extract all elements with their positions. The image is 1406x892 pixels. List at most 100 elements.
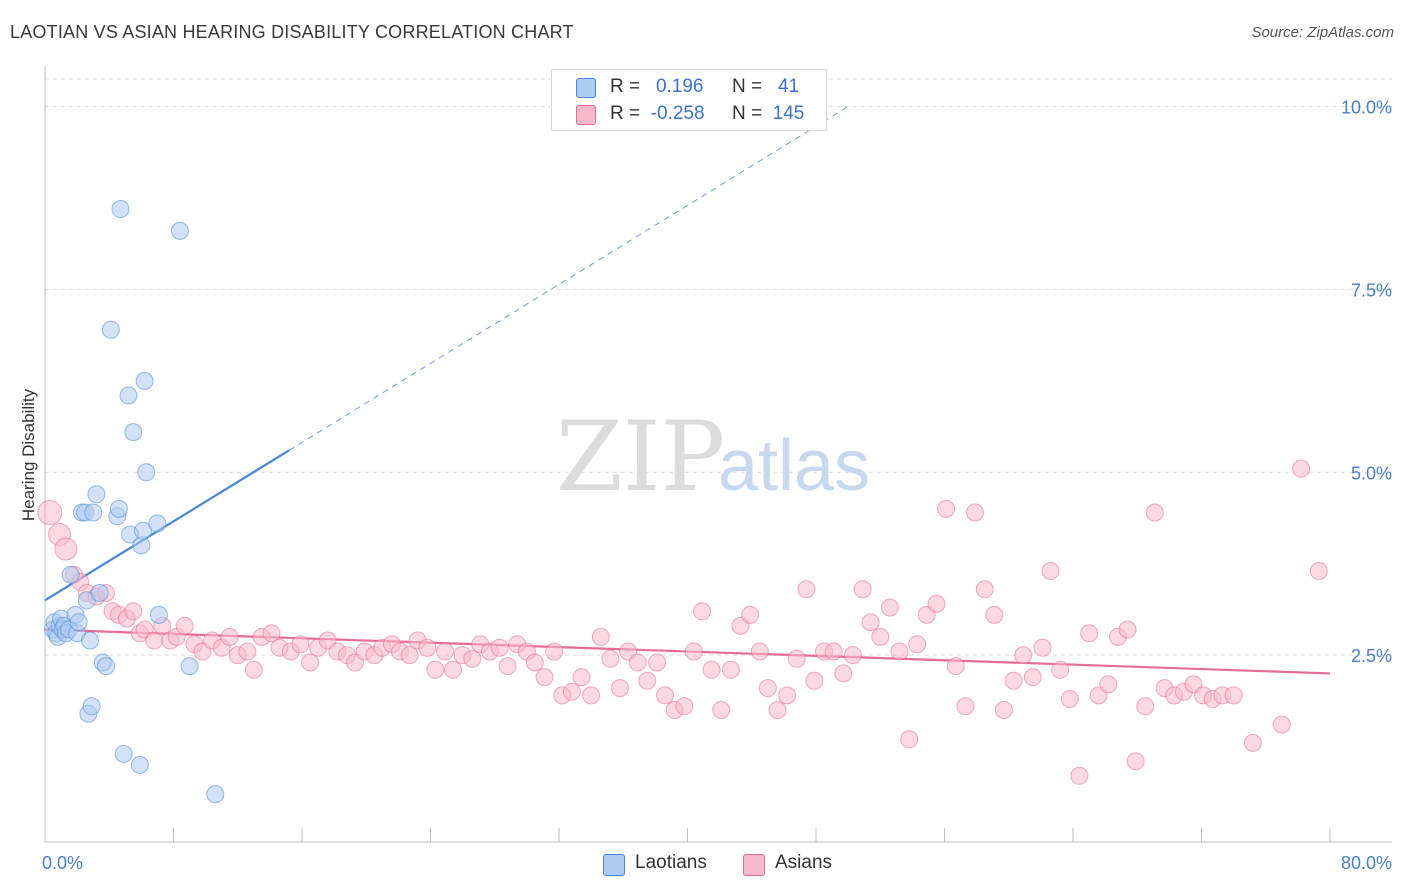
point-asians — [712, 701, 731, 719]
point-asians — [890, 642, 909, 661]
point-asians — [418, 638, 437, 657]
point-asians — [545, 642, 564, 661]
point-asians — [1145, 503, 1164, 522]
point-asians — [693, 602, 711, 621]
legend-row-asians: R = -0.258 N = 145 — [552, 101, 826, 127]
trend-extension-laotians — [288, 106, 849, 451]
point-laotians — [109, 499, 128, 518]
legend-r-value: -0.258 — [650, 103, 705, 124]
bottom-legend-laotians: Laotians — [603, 852, 743, 876]
point-laotians — [81, 631, 99, 650]
point-asians — [656, 686, 674, 705]
point-laotians — [87, 485, 106, 504]
bottom-legend-label-asians: Asians — [775, 852, 833, 873]
chart-title: LAOTIAN VS ASIAN HEARING DISABILITY CORR… — [10, 22, 574, 42]
point-asians — [975, 580, 994, 599]
point-asians — [175, 616, 194, 635]
legend-r-label: R = — [610, 76, 641, 97]
point-asians — [721, 660, 740, 679]
legend-n-laotians: N = 41 — [732, 76, 799, 98]
legend-r-label: R = — [610, 103, 641, 124]
point-asians — [591, 627, 610, 646]
point-asians — [244, 660, 263, 679]
point-asians — [611, 679, 629, 698]
point-laotians — [130, 755, 149, 774]
trend-lines — [44, 106, 1331, 675]
point-asians — [463, 649, 482, 668]
point-asians — [1004, 671, 1023, 690]
point-laotians — [82, 697, 101, 716]
watermark-atlas: atlas — [718, 426, 870, 506]
point-asians — [124, 602, 143, 621]
point-asians — [824, 642, 843, 661]
point-asians — [498, 657, 517, 676]
legend-r-laotians: R = 0.196 — [610, 76, 704, 98]
y-tick-label: 10.0% — [1341, 98, 1392, 118]
point-asians — [675, 697, 694, 716]
point-asians — [750, 642, 769, 661]
bottom-legend-label-laotians: Laotians — [635, 852, 707, 873]
point-laotians — [124, 423, 143, 442]
point-asians — [525, 653, 544, 672]
point-asians — [1136, 697, 1155, 716]
point-asians — [871, 627, 890, 646]
point-asians — [946, 657, 965, 676]
point-asians — [400, 646, 419, 665]
point-asians — [1033, 638, 1052, 657]
point-laotians — [180, 657, 199, 676]
point-asians — [834, 664, 853, 683]
point-laotians — [134, 521, 152, 540]
point-asians — [220, 627, 239, 646]
legend-n-value: 145 — [772, 103, 805, 124]
point-asians — [1099, 675, 1118, 694]
point-asians — [1060, 690, 1079, 708]
legend-n-label: N = — [732, 103, 763, 124]
point-asians — [880, 598, 899, 617]
point-laotians — [90, 584, 109, 602]
point-laotians — [135, 371, 154, 390]
point-laotians — [119, 386, 138, 405]
point-asians — [1309, 562, 1328, 580]
point-asians — [1224, 686, 1243, 705]
source-label: Source: ZipAtlas.com — [1251, 24, 1394, 41]
point-asians — [301, 653, 319, 672]
point-asians — [778, 686, 797, 705]
point-laotians — [84, 503, 103, 522]
point-asians — [648, 653, 666, 672]
bottom-legend-swatch-asians — [743, 854, 765, 876]
point-asians — [262, 624, 281, 643]
point-laotians — [206, 785, 225, 804]
point-asians — [1023, 668, 1042, 687]
point-asians — [956, 697, 975, 716]
y-tick-label: 7.5% — [1351, 280, 1392, 300]
point-asians — [937, 499, 956, 518]
point-asians — [684, 642, 703, 661]
legend-n-asians: N = 145 — [732, 103, 804, 125]
point-laotians — [170, 221, 189, 240]
y-axis-label: Hearing Disability — [19, 388, 38, 521]
point-asians — [900, 730, 919, 749]
legend-swatch-asians — [576, 105, 596, 125]
point-asians — [490, 638, 509, 657]
gridlines — [45, 78, 1392, 656]
point-asians — [572, 668, 591, 687]
y-tick-labels: 2.5% 5.0% 7.5% 10.0% — [1341, 98, 1392, 667]
legend-r-value: 0.196 — [650, 76, 704, 97]
point-asians — [1272, 715, 1291, 734]
point-laotians — [137, 463, 156, 482]
point-asians — [582, 686, 601, 705]
point-asians — [426, 660, 445, 679]
point-asians — [1292, 459, 1311, 478]
point-laotians — [97, 657, 115, 676]
point-asians — [966, 503, 984, 522]
point-laotians — [101, 320, 120, 339]
point-asians — [54, 537, 78, 561]
watermark-zip: ZIP — [556, 401, 725, 513]
legend-r-asians: R = -0.258 — [610, 103, 705, 125]
point-asians — [1126, 752, 1145, 771]
point-asians — [853, 580, 872, 599]
point-asians — [601, 649, 620, 668]
legend-n-value: 41 — [772, 76, 800, 97]
point-laotians — [114, 744, 133, 763]
